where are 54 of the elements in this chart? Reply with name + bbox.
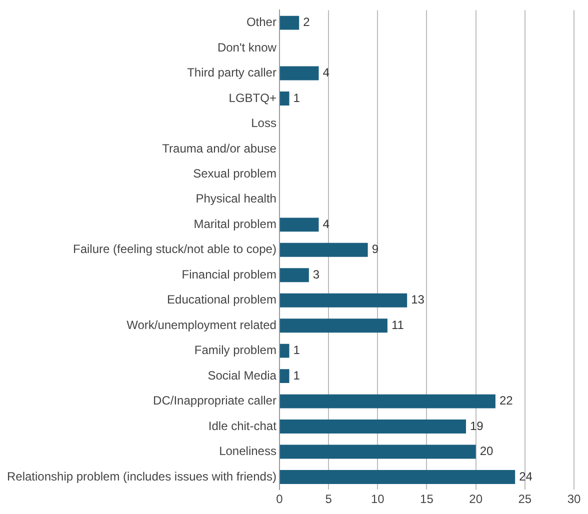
bar	[280, 268, 309, 282]
bar	[280, 344, 290, 358]
x-tick-label: 30	[567, 492, 581, 506]
data-label: 4	[322, 66, 330, 80]
bar	[280, 318, 388, 333]
x-tick-label: 15	[420, 492, 434, 506]
y-tick-label: Relationship problem (includes issues with friends)	[6, 469, 276, 484]
y-tick-label: Third party caller	[187, 66, 276, 80]
y-tick-label: Failure (feeling stuck/not able to cope)	[73, 242, 276, 256]
y-tick-label: Family problem	[194, 343, 276, 358]
y-tick-label: Sexual problem	[193, 166, 276, 181]
data-label: 1	[293, 343, 300, 358]
y-tick-label: Don't know	[217, 40, 277, 54]
data-label: 1	[293, 368, 300, 382]
bar	[280, 16, 300, 30]
bar	[280, 242, 368, 257]
data-label: 20	[480, 444, 494, 458]
bar	[280, 369, 290, 384]
bar	[280, 293, 408, 308]
y-tick-label: Loneliness	[219, 444, 276, 458]
y-tick-label: Work/unemployment related	[126, 318, 276, 332]
bar	[280, 420, 466, 434]
y-tick-label: Loss	[251, 116, 276, 130]
bar	[280, 470, 516, 484]
x-tick-label: 10	[370, 492, 385, 506]
x-tick-label: 5	[325, 492, 332, 506]
y-tick-label: LGBTQ+	[228, 90, 276, 105]
y-tick-label: Financial problem	[182, 267, 276, 282]
data-label: 4	[322, 216, 330, 231]
bar	[280, 92, 290, 106]
y-tick-label: Trauma and/or abuse	[162, 141, 277, 156]
data-label: 11	[391, 318, 404, 332]
bar	[280, 218, 319, 232]
data-label: 19	[470, 418, 484, 433]
bar	[280, 66, 319, 80]
y-tick-label: Marital problem	[194, 216, 276, 231]
data-label: 3	[312, 267, 320, 282]
data-label: 1	[293, 90, 300, 105]
y-tick-label: Physical health	[196, 192, 276, 206]
y-tick-label: Educational problem	[167, 292, 276, 307]
data-label: 2	[303, 15, 310, 30]
x-tick-label: 25	[518, 492, 532, 506]
y-tick-label: Social Media	[208, 368, 277, 382]
data-label: 24	[519, 469, 533, 484]
bar	[280, 444, 476, 459]
data-label: 9	[372, 242, 379, 256]
y-tick-label: Idle chit-chat	[208, 418, 278, 433]
y-tick-label: Other	[246, 15, 276, 30]
x-tick-label: 20	[469, 492, 483, 506]
bar	[280, 394, 496, 408]
data-label: 13	[411, 292, 425, 307]
y-tick-label: DC/Inappropriate caller	[153, 394, 276, 408]
data-label: 22	[499, 394, 514, 408]
x-tick-label: 0	[276, 492, 284, 506]
